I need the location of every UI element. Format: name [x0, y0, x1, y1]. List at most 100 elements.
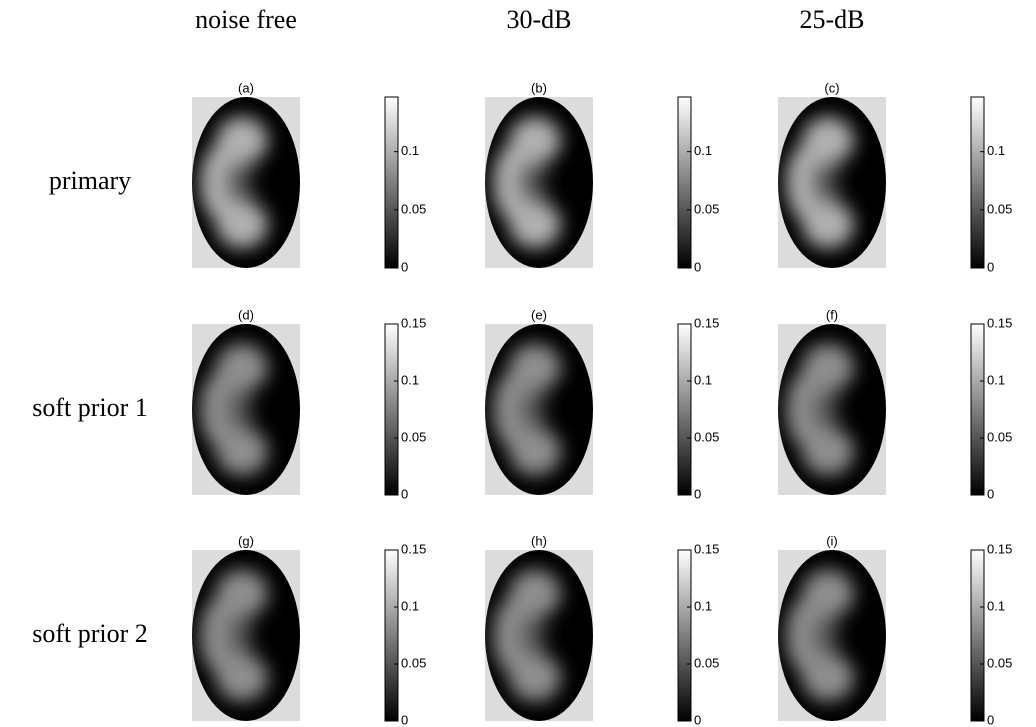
- colorbar-tick-label: 0.05: [694, 429, 719, 444]
- lobe: [493, 144, 533, 221]
- lobe: [826, 623, 842, 648]
- lobe: [509, 427, 561, 476]
- panel-label: (b): [531, 80, 547, 95]
- colorbar-tick-label: 0.05: [401, 201, 426, 216]
- lobe: [802, 569, 854, 618]
- image-content: [778, 550, 886, 721]
- reconstruction-image: [192, 97, 300, 268]
- colorbar-tick-label: 0: [401, 712, 408, 727]
- colorbar-tick-label: 0: [987, 712, 994, 727]
- colorbar-tick-label: 0.05: [987, 429, 1012, 444]
- colorbar-tick-label: 0.1: [694, 598, 712, 613]
- colorbar-tick-label: 0.15: [401, 315, 426, 330]
- lobe: [786, 597, 826, 674]
- inclusion: [493, 569, 561, 702]
- panel-label: (a): [238, 80, 254, 95]
- row-label: primary: [49, 166, 131, 195]
- column-header: 25-dB: [800, 5, 865, 34]
- colorbar-tick-label: 0.15: [694, 541, 719, 556]
- lobe: [802, 427, 854, 476]
- lobe: [216, 569, 268, 618]
- lobe: [216, 200, 268, 249]
- image-content: [192, 324, 300, 495]
- colorbar: [384, 96, 399, 269]
- panel-label: (e): [531, 307, 547, 322]
- lobe: [533, 623, 549, 648]
- reconstruction-image: [778, 550, 886, 721]
- inclusion: [493, 116, 561, 249]
- image-content: [778, 324, 886, 495]
- colorbar-tick-label: 0: [401, 486, 408, 501]
- colorbar: [677, 549, 692, 722]
- inclusion: [786, 343, 854, 476]
- lobe: [200, 597, 240, 674]
- colorbar-tick-label: 0: [987, 259, 994, 274]
- colorbar-tick-label: 0: [401, 259, 408, 274]
- lobe: [826, 397, 842, 422]
- image-content: [192, 97, 300, 268]
- reconstruction-image: [485, 550, 593, 721]
- colorbar: [970, 549, 985, 722]
- lobe: [826, 170, 842, 195]
- row-label: soft prior 2: [32, 619, 148, 648]
- inclusion: [786, 116, 854, 249]
- colorbar-tick-label: 0.05: [401, 655, 426, 670]
- lobe: [509, 116, 561, 165]
- column-header: 30-dB: [507, 5, 572, 34]
- colorbar-tick-label: 0.1: [401, 143, 419, 158]
- lobe: [216, 116, 268, 165]
- colorbar-tick-label: 0.15: [987, 315, 1012, 330]
- colorbar-tick-label: 0.05: [987, 655, 1012, 670]
- reconstruction-image: [778, 324, 886, 495]
- reconstruction-image: [485, 97, 593, 268]
- colorbar: [384, 549, 399, 722]
- row-label: soft prior 1: [32, 393, 148, 422]
- colorbar-tick-label: 0: [694, 259, 701, 274]
- colorbar: [677, 323, 692, 496]
- colorbar-tick-label: 0: [987, 486, 994, 501]
- reconstruction-image: [192, 550, 300, 721]
- lobe: [200, 371, 240, 448]
- colorbar-tick-label: 0.05: [987, 201, 1012, 216]
- inclusion: [493, 343, 561, 476]
- colorbar-tick-label: 0.1: [987, 372, 1005, 387]
- inclusion: [200, 569, 268, 702]
- lobe: [240, 623, 256, 648]
- reconstruction-image: [778, 97, 886, 268]
- colorbar-tick-label: 0.1: [401, 372, 419, 387]
- lobe: [786, 371, 826, 448]
- colorbar-tick-label: 0.1: [694, 143, 712, 158]
- lobe: [216, 343, 268, 392]
- panel-label: (d): [238, 307, 254, 322]
- lobe: [200, 144, 240, 221]
- panel-label: (h): [531, 533, 547, 548]
- panel-label: (f): [826, 307, 838, 322]
- colorbar: [970, 96, 985, 269]
- image-content: [192, 550, 300, 721]
- colorbar: [384, 323, 399, 496]
- colorbar-tick-label: 0.1: [987, 598, 1005, 613]
- inclusion: [786, 569, 854, 702]
- lobe: [240, 397, 256, 422]
- lobe: [509, 343, 561, 392]
- colorbar-tick-label: 0: [694, 712, 701, 727]
- panel-label: (i): [826, 533, 838, 548]
- lobe: [533, 397, 549, 422]
- colorbar: [677, 96, 692, 269]
- colorbar-tick-label: 0.1: [694, 372, 712, 387]
- lobe: [533, 170, 549, 195]
- lobe: [216, 427, 268, 476]
- image-content: [485, 324, 593, 495]
- colorbar-tick-label: 0.05: [401, 429, 426, 444]
- colorbar-tick-label: 0.1: [401, 598, 419, 613]
- column-header: noise free: [195, 5, 297, 34]
- lobe: [802, 343, 854, 392]
- image-content: [778, 97, 886, 268]
- lobe: [509, 200, 561, 249]
- lobe: [493, 371, 533, 448]
- lobe: [802, 653, 854, 702]
- colorbar-tick-label: 0.15: [401, 541, 426, 556]
- colorbar-tick-label: 0: [694, 486, 701, 501]
- lobe: [216, 653, 268, 702]
- reconstruction-image: [485, 324, 593, 495]
